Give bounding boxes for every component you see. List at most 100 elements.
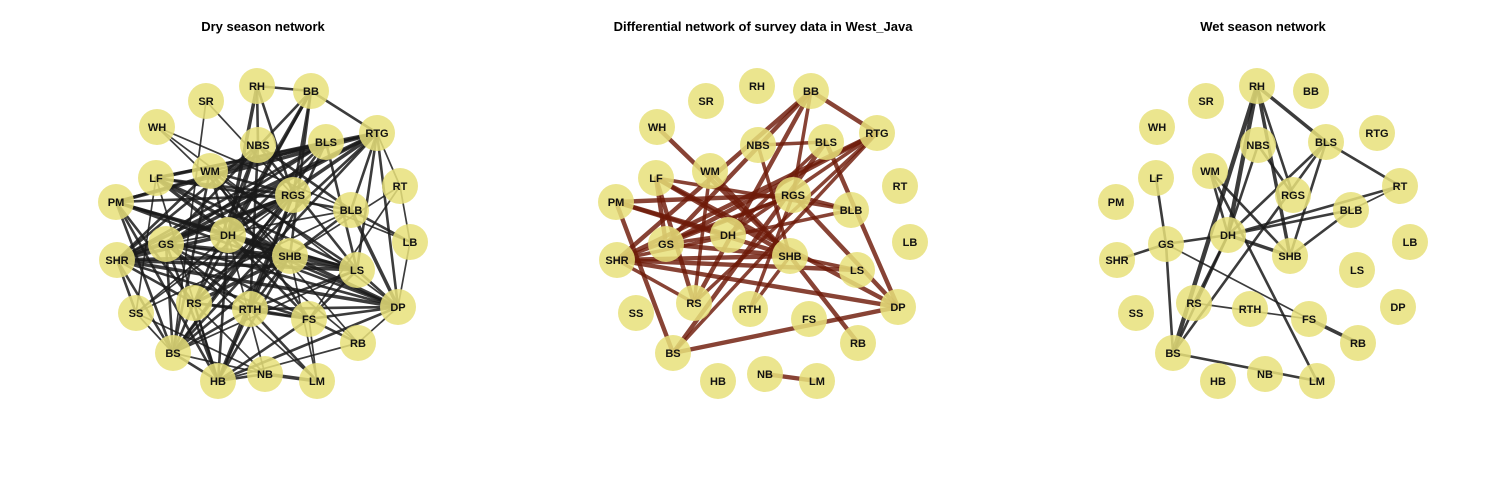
edge-RTH-DP: [248, 305, 400, 311]
node-wm: WM: [1192, 153, 1228, 189]
node-label: WM: [1200, 166, 1220, 178]
panel-title: Dry season network: [201, 19, 325, 34]
node-wh: WH: [1139, 109, 1175, 145]
node-label: BB: [1303, 86, 1319, 98]
node-label: WM: [700, 166, 720, 178]
node-circle: [1210, 217, 1246, 253]
node-lb: LB: [1392, 224, 1428, 260]
node-label: DH: [220, 230, 236, 242]
node-shr: SHR: [1099, 242, 1135, 278]
node-label: LF: [649, 173, 663, 185]
edge-RTG-DP: [375, 131, 400, 309]
edge-WM-LM: [1208, 169, 1319, 383]
edge-PM-RGS: [613, 192, 796, 205]
node-lb: LB: [392, 224, 428, 260]
edge-NBS-LS: [256, 143, 359, 272]
edge-WM-SHB: [1208, 169, 1292, 258]
node-circle: [882, 168, 918, 204]
node-dp: DP: [380, 289, 416, 325]
node-bls: BLS: [308, 124, 344, 160]
node-rb: RB: [840, 325, 876, 361]
node-label: FS: [302, 314, 316, 326]
node-circle: [339, 252, 375, 288]
node-label: RB: [850, 338, 866, 350]
node-circle: [1148, 226, 1184, 262]
node-lb: LB: [892, 224, 928, 260]
node-lm: LM: [799, 363, 835, 399]
edge-DH-FS: [226, 233, 311, 321]
node-label: SHB: [1278, 251, 1301, 263]
node-circle: [200, 363, 236, 399]
node-label: RTG: [1365, 128, 1388, 140]
node-bb: BB: [1293, 73, 1329, 109]
node-label: GS: [1158, 239, 1174, 251]
node-label: SHR: [105, 255, 128, 267]
node-circle: [155, 335, 191, 371]
node-label: FS: [1302, 314, 1316, 326]
edge-SHR-DP: [614, 257, 901, 310]
node-circle: [1200, 363, 1236, 399]
edge-BB-GS: [663, 88, 814, 247]
node-nbs: NBS: [740, 127, 776, 163]
node-label: SHB: [778, 251, 801, 263]
node-label: BB: [303, 86, 319, 98]
node-lm: LM: [299, 363, 335, 399]
node-pm: PM: [1098, 184, 1134, 220]
edge-WM-RS: [692, 169, 712, 305]
node-rs: RS: [176, 285, 212, 321]
node-wh: WH: [639, 109, 675, 145]
nodes: SR RH BB WH NBS BLS RTG LF WM RT PM RGS BLB GS DH LB SHR…: [598, 68, 928, 399]
node-circle: [247, 356, 283, 392]
node-label: FS: [802, 314, 816, 326]
node-label: DP: [1390, 302, 1405, 314]
node-rs: RS: [1176, 285, 1212, 321]
node-circle: [1118, 295, 1154, 331]
node-label: NB: [1257, 369, 1273, 381]
node-label: LM: [309, 376, 325, 388]
node-lm: LM: [1299, 363, 1335, 399]
node-circle: [138, 160, 174, 196]
node-circle: [599, 242, 635, 278]
node-label: BS: [665, 348, 680, 360]
dry-season-network-graph: SR RH BB WH NBS BLS RTG LF WM RT PM RGS BLB GS DH LB SHR…: [98, 68, 428, 399]
node-circle: [1308, 124, 1344, 160]
node-fs: FS: [1291, 301, 1327, 337]
node-ss: SS: [1118, 295, 1154, 331]
node-rb: RB: [1340, 325, 1376, 361]
node-shr: SHR: [599, 242, 635, 278]
node-bs: BS: [155, 335, 191, 371]
node-label: LM: [1309, 376, 1325, 388]
node-ls: LS: [1339, 252, 1375, 288]
node-circle: [232, 291, 268, 327]
edge-BLS-RTH: [248, 140, 328, 311]
node-circle: [1382, 168, 1418, 204]
node-label: DP: [890, 302, 905, 314]
node-circle: [1188, 83, 1224, 119]
node-label: WH: [648, 122, 666, 134]
edge-PM-HB: [114, 200, 220, 383]
node-dh: DH: [210, 217, 246, 253]
node-circle: [1392, 224, 1428, 260]
node-label: NBS: [1246, 140, 1269, 152]
differential-network-graph: SR RH BB WH NBS BLS RTG LF WM RT PM RGS BLB GS DH LB SHR…: [598, 68, 928, 399]
edge-DH-RT: [1226, 184, 1402, 237]
node-circle: [793, 73, 829, 109]
node-circle: [359, 115, 395, 151]
node-label: BLS: [815, 137, 837, 149]
node-label: RH: [1249, 81, 1265, 93]
node-label: RB: [1350, 338, 1366, 350]
node-circle: [176, 285, 212, 321]
node-blb: BLB: [333, 192, 369, 228]
node-dp: DP: [880, 289, 916, 325]
node-dh: DH: [710, 217, 746, 253]
node-circle: [118, 295, 154, 331]
edge-BS-LM: [1171, 351, 1319, 383]
node-nbs: NBS: [1240, 127, 1276, 163]
wet-season-network-graph: SR RH BB WH NBS BLS RTG LF WM RT PM RGS BLB GS DH LB SHR…: [1098, 68, 1428, 399]
node-rgs: RGS: [775, 177, 811, 213]
node-circle: [1232, 291, 1268, 327]
node-bs: BS: [655, 335, 691, 371]
node-label: SHR: [1105, 255, 1128, 267]
node-label: BS: [165, 348, 180, 360]
node-label: WH: [148, 122, 166, 134]
